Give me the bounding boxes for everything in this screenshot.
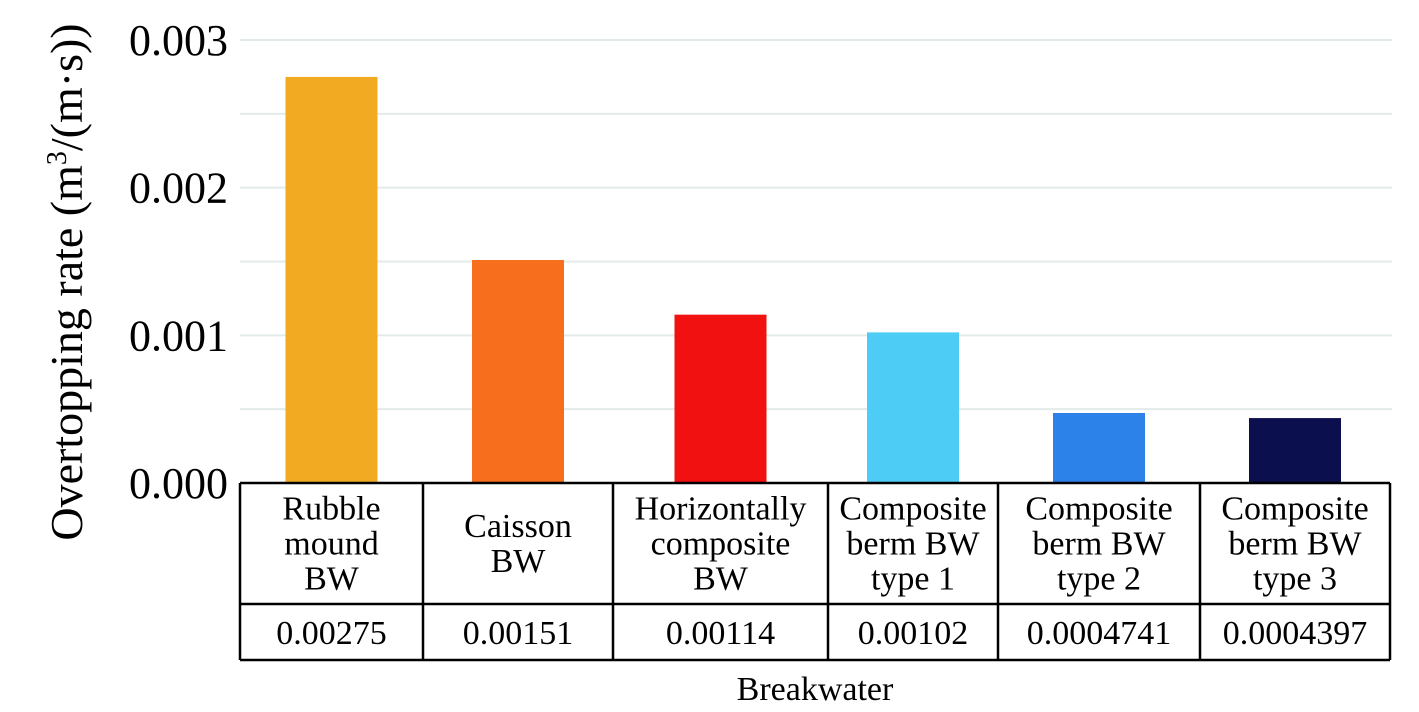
bar (867, 332, 959, 483)
category-label: Composite berm BW type 2 (1025, 491, 1172, 598)
category-label-line: mound (284, 526, 378, 563)
category-label-line: BW (304, 561, 360, 598)
category-label: Rubble mound BW (282, 491, 380, 598)
category-label: Caisson BW (464, 508, 572, 580)
category-label-line: berm BW (846, 526, 980, 563)
grid-lines (240, 39, 1392, 411)
category-label-line: Composite (1221, 491, 1368, 528)
value-label: 0.00275 (276, 615, 387, 652)
y-tick-label: 0.001 (129, 311, 228, 360)
bar (1249, 418, 1341, 483)
category-label: Horizontally composite BW (635, 491, 807, 598)
category-label-line: Composite (1025, 491, 1172, 528)
category-label-line: type 2 (1057, 561, 1141, 598)
value-label: 0.0004397 (1223, 615, 1368, 652)
y-axis-label-superscript: 3 (42, 151, 73, 165)
bar (285, 76, 378, 484)
bar (472, 260, 564, 483)
category-label-line: composite (651, 526, 791, 563)
category-label-line: BW (491, 543, 547, 580)
category-label-line: Caisson (464, 508, 572, 545)
value-label: 0.0004741 (1027, 615, 1172, 652)
category-label-line: berm BW (1228, 526, 1362, 563)
bar (1053, 412, 1145, 483)
category-label-line: BW (693, 561, 749, 598)
bar (674, 314, 767, 483)
value-label: 0.00102 (858, 615, 969, 652)
value-label: 0.00151 (463, 615, 574, 652)
y-tick-label: 0.003 (129, 16, 228, 65)
y-tick-label: 0.002 (129, 164, 228, 213)
category-label-line: berm BW (1032, 526, 1166, 563)
category-label-line: type 3 (1253, 561, 1337, 598)
category-label: Composite berm BW type 3 (1221, 491, 1368, 598)
y-tick-label: 0.000 (129, 459, 228, 508)
category-label-line: type 1 (871, 561, 955, 598)
x-axis-label: Breakwater (737, 671, 894, 708)
y-axis-label-suffix: /(m·s)) (41, 23, 92, 151)
y-axis-label: Overtopping rate (m3/(m·s)) (41, 23, 92, 540)
y-axis-label-prefix: Overtopping rate (m (41, 165, 92, 541)
bars (285, 76, 1341, 484)
category-label-line: Rubble (282, 491, 380, 528)
value-label: 0.00114 (666, 615, 775, 652)
category-label-line: Horizontally (635, 491, 807, 528)
category-label: Composite berm BW type 1 (839, 491, 986, 598)
category-label-line: Composite (839, 491, 986, 528)
y-tick-labels: 0.000 0.001 0.002 0.003 (129, 16, 228, 508)
